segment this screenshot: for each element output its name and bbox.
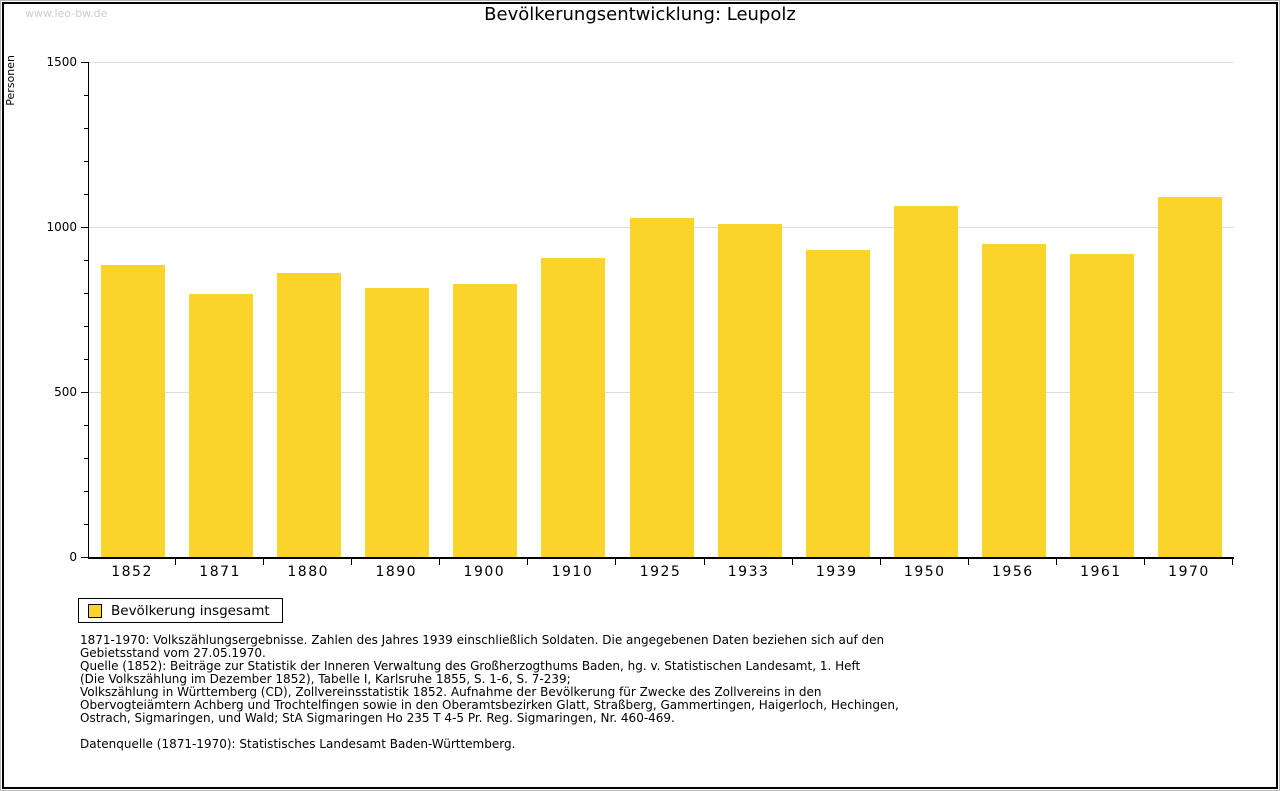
x-axis-tick (703, 559, 705, 565)
bar-slot (706, 62, 794, 557)
plot-area (88, 62, 1234, 559)
bar-1970 (1157, 197, 1222, 557)
x-axis-tick-label: 1925 (639, 564, 682, 580)
x-axis-tick (791, 559, 793, 565)
y-axis-tick-label: 0 (69, 550, 77, 564)
bar-slot (89, 62, 177, 557)
bar-slot (794, 62, 882, 557)
x-axis-tick (879, 559, 881, 565)
bar-1925 (629, 217, 694, 557)
x-axis-tick-label: 1961 (1080, 564, 1122, 580)
x-axis-tick (351, 559, 353, 565)
x-axis-tick (439, 559, 441, 565)
x-axis-ticks (88, 559, 1233, 566)
y-minor-tick (84, 524, 88, 526)
y-minor-tick (84, 359, 88, 360)
bar-slot (617, 62, 705, 557)
bar-1890 (365, 287, 430, 557)
x-axis-tick-label: 1939 (815, 564, 858, 580)
footnote-line: Obervogteiämtern Achberg und Trochtelfin… (80, 698, 899, 712)
x-axis-tick (967, 559, 969, 565)
bar-1933 (717, 223, 782, 557)
x-axis-tick-label: 1890 (375, 564, 418, 580)
bar-slot (1146, 62, 1234, 557)
y-major-tick (81, 227, 88, 229)
y-minor-tick (84, 425, 88, 427)
x-axis-tick-label: 1900 (463, 564, 506, 580)
gridline-1500 (89, 62, 1234, 63)
x-axis-tick-label: 1956 (992, 564, 1034, 580)
y-minor-tick (84, 293, 88, 295)
footnote-line: Volkszählung in Württemberg (CD), Zollve… (80, 685, 822, 699)
y-minor-tick (84, 458, 88, 459)
x-axis-tick (615, 559, 617, 565)
bar-1956 (981, 244, 1046, 557)
footnote-line: Ostrach, Sigmaringen, und Wald; StA Sigm… (80, 711, 675, 725)
footnote-line: Quelle (1852): Beiträge zur Statistik de… (80, 659, 861, 673)
bar-1939 (805, 250, 870, 557)
bar-slot (1058, 62, 1146, 557)
bar-slot (353, 62, 441, 557)
bar-slot (177, 62, 265, 557)
x-axis-tick-label: 1910 (551, 564, 594, 580)
x-axis-tick-label: 1950 (903, 564, 946, 580)
x-axis-tick-label: 1933 (727, 564, 770, 580)
x-axis-tick-label: 1880 (287, 564, 330, 580)
bar-slot (882, 62, 970, 557)
x-axis-tick-label: 1970 (1168, 564, 1210, 580)
x-axis-tick (1143, 559, 1145, 565)
footnote-line: Gebietsstand vom 27.05.1970. (80, 646, 266, 660)
x-axis-tick-labels: 1852 1871 1880 1890 1900 1910 1925 1933 1939 1950… (88, 564, 1233, 580)
footnote-line: 1871-1970: Volkszählungsergebnisse. Zahl… (80, 633, 885, 647)
bar-1880 (277, 272, 342, 557)
bar-slot (529, 62, 617, 557)
bar-1950 (893, 205, 958, 557)
legend: Bevölkerung insgesamt (78, 598, 283, 623)
bar-slot (265, 62, 353, 557)
x-axis-tick-label: 1852 (111, 564, 153, 580)
y-major-tick (81, 62, 88, 63)
chart-title: Bevölkerungsentwicklung: Leupolz (484, 4, 796, 25)
y-minor-tick (84, 161, 88, 162)
y-axis-tick-label: 500 (54, 385, 77, 399)
y-minor-tick (84, 194, 88, 195)
y-minor-tick (84, 128, 88, 130)
y-minor-tick (84, 326, 88, 327)
bar-slot (441, 62, 529, 557)
legend-swatch-icon (88, 603, 102, 618)
watermark: www.leo-bw.de (25, 7, 108, 20)
y-major-tick (81, 392, 88, 394)
x-axis-tick (263, 559, 265, 565)
y-minor-tick (84, 260, 88, 261)
y-major-tick (81, 557, 88, 558)
y-axis-tick-label: 1000 (46, 220, 77, 234)
y-axis-ticks (81, 62, 88, 558)
bar-1871 (189, 293, 254, 557)
footnotes: 1871-1970: Volkszählungsergebnisse. Zahl… (80, 634, 899, 751)
y-minor-tick (84, 491, 88, 493)
x-axis-tick (527, 559, 529, 565)
datasource-line: Datenquelle (1871-1970): Statistisches L… (80, 737, 516, 751)
y-axis-tick-label: 1500 (46, 55, 77, 69)
y-minor-tick (84, 95, 88, 96)
x-axis-tick-label: 1871 (199, 564, 241, 580)
x-axis-tick (175, 559, 177, 565)
bar-slot (970, 62, 1058, 557)
x-axis-tick (1055, 559, 1057, 565)
bar-1961 (1069, 254, 1134, 557)
footnote-line: (Die Volkszählung im Dezember 1852), Tab… (80, 672, 571, 686)
bar-1910 (541, 258, 606, 557)
legend-label: Bevölkerung insgesamt (111, 602, 270, 619)
bar-1852 (101, 264, 166, 557)
y-axis-tick-labels: 0 500 1000 1500 (0, 56, 77, 563)
bar-1900 (453, 283, 518, 557)
bar-series (89, 62, 1234, 557)
x-axis-tick (1232, 559, 1233, 565)
